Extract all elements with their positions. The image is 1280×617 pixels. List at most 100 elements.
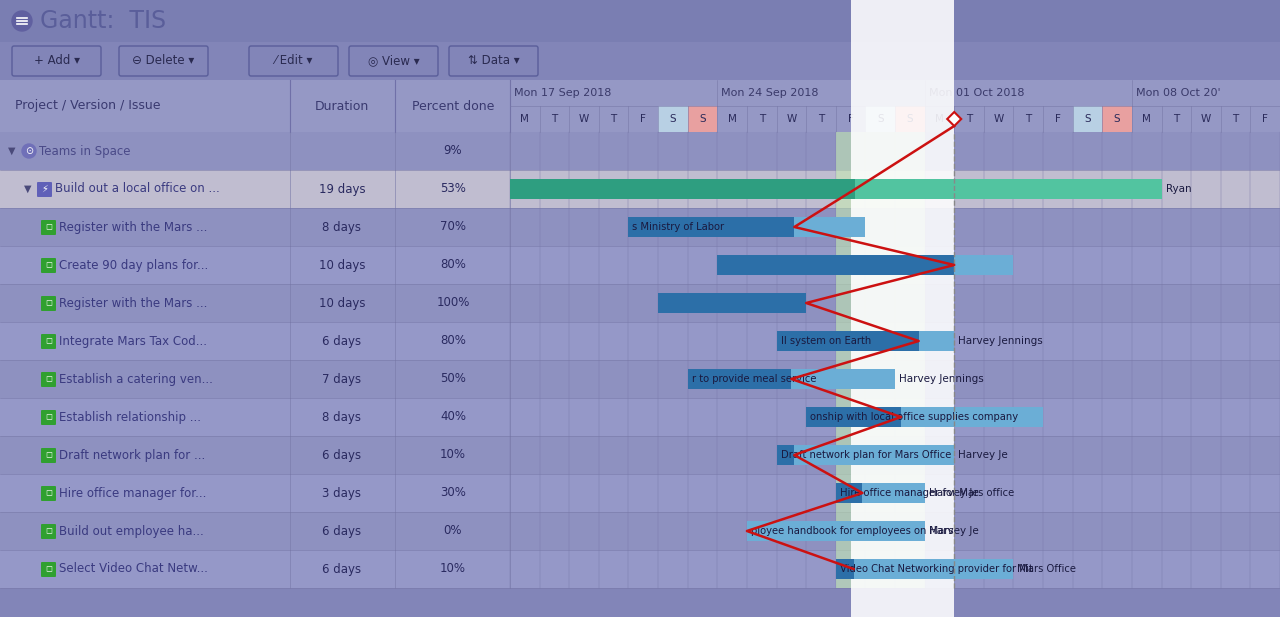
Text: Mon 01 Oct 2018: Mon 01 Oct 2018 [928, 88, 1024, 98]
Text: 100%: 100% [436, 297, 470, 310]
FancyBboxPatch shape [628, 106, 658, 132]
FancyBboxPatch shape [1132, 106, 1161, 132]
Text: T: T [1174, 114, 1179, 124]
Text: S: S [699, 114, 705, 124]
FancyBboxPatch shape [1102, 106, 1132, 132]
Text: W: W [993, 114, 1004, 124]
Text: ◻: ◻ [45, 489, 52, 497]
Text: 10%: 10% [440, 563, 466, 576]
FancyBboxPatch shape [540, 106, 570, 132]
FancyBboxPatch shape [41, 486, 56, 501]
Text: F: F [1055, 114, 1061, 124]
Circle shape [12, 11, 32, 31]
FancyBboxPatch shape [41, 372, 56, 387]
FancyBboxPatch shape [509, 80, 1280, 588]
FancyBboxPatch shape [628, 217, 865, 237]
FancyBboxPatch shape [1192, 106, 1221, 132]
FancyBboxPatch shape [509, 80, 1280, 106]
Text: F: F [640, 114, 646, 124]
Text: ◻: ◻ [45, 565, 52, 573]
FancyBboxPatch shape [0, 474, 509, 512]
FancyBboxPatch shape [895, 132, 924, 588]
Text: ◻: ◻ [45, 375, 52, 384]
FancyBboxPatch shape [687, 369, 895, 389]
FancyBboxPatch shape [0, 246, 509, 284]
FancyBboxPatch shape [509, 170, 1280, 208]
Text: Harvey Je: Harvey Je [959, 450, 1007, 460]
FancyBboxPatch shape [748, 106, 777, 132]
FancyBboxPatch shape [0, 512, 509, 550]
Text: Ryan: Ryan [1166, 184, 1192, 194]
Text: 0%: 0% [444, 524, 462, 537]
FancyBboxPatch shape [836, 132, 865, 588]
Text: S: S [906, 114, 913, 124]
FancyBboxPatch shape [599, 106, 628, 132]
Text: Mon 08 Oct 20': Mon 08 Oct 20' [1135, 88, 1221, 98]
FancyBboxPatch shape [1221, 106, 1251, 132]
FancyBboxPatch shape [777, 445, 954, 465]
FancyBboxPatch shape [509, 179, 855, 199]
FancyBboxPatch shape [37, 182, 52, 197]
Text: Harvey Jennings: Harvey Jennings [959, 336, 1043, 346]
FancyBboxPatch shape [41, 448, 56, 463]
Text: S: S [877, 114, 883, 124]
Text: Teams in Space: Teams in Space [38, 144, 131, 157]
FancyBboxPatch shape [0, 80, 509, 132]
FancyBboxPatch shape [0, 322, 509, 360]
FancyBboxPatch shape [349, 46, 438, 76]
FancyBboxPatch shape [836, 483, 863, 503]
Text: Select Video Chat Netw...: Select Video Chat Netw... [59, 563, 207, 576]
FancyBboxPatch shape [509, 106, 540, 132]
FancyBboxPatch shape [806, 407, 1043, 427]
Text: T: T [552, 114, 558, 124]
Text: Draft network plan for ...: Draft network plan for ... [59, 449, 205, 462]
Text: W: W [786, 114, 796, 124]
FancyBboxPatch shape [250, 46, 338, 76]
Text: W: W [1201, 114, 1211, 124]
FancyBboxPatch shape [41, 258, 56, 273]
FancyBboxPatch shape [806, 106, 836, 132]
FancyBboxPatch shape [717, 106, 748, 132]
Text: + Add ▾: + Add ▾ [33, 54, 79, 67]
FancyBboxPatch shape [0, 170, 509, 208]
Text: S: S [1084, 114, 1091, 124]
Text: 70%: 70% [440, 220, 466, 233]
FancyBboxPatch shape [658, 293, 806, 313]
Text: 6 days: 6 days [323, 524, 361, 537]
FancyBboxPatch shape [41, 296, 56, 311]
Text: Harvey Jennings: Harvey Jennings [899, 374, 984, 384]
FancyBboxPatch shape [1251, 106, 1280, 132]
Text: 8 days: 8 days [323, 410, 361, 423]
FancyBboxPatch shape [687, 106, 717, 132]
Text: 6 days: 6 days [323, 334, 361, 347]
FancyBboxPatch shape [12, 46, 101, 76]
FancyBboxPatch shape [41, 562, 56, 577]
Text: ⁄ Edit ▾: ⁄ Edit ▾ [274, 54, 312, 67]
Text: T: T [1233, 114, 1239, 124]
FancyBboxPatch shape [449, 46, 538, 76]
FancyBboxPatch shape [836, 483, 924, 503]
Text: 6 days: 6 days [323, 449, 361, 462]
FancyBboxPatch shape [41, 220, 56, 235]
Text: Register with the Mars ...: Register with the Mars ... [59, 220, 207, 233]
FancyBboxPatch shape [570, 106, 599, 132]
FancyBboxPatch shape [41, 410, 56, 425]
Text: 80%: 80% [440, 334, 466, 347]
Text: s Ministry of Labor: s Ministry of Labor [632, 222, 724, 232]
FancyBboxPatch shape [777, 331, 919, 351]
FancyBboxPatch shape [984, 106, 1014, 132]
Text: M: M [934, 114, 943, 124]
FancyBboxPatch shape [41, 524, 56, 539]
Text: M: M [521, 114, 529, 124]
Text: 6 days: 6 days [323, 563, 361, 576]
Text: Build out a local office on ...: Build out a local office on ... [55, 183, 220, 196]
Text: T: T [759, 114, 765, 124]
Text: Percent done: Percent done [412, 99, 494, 112]
Text: W: W [579, 114, 589, 124]
FancyBboxPatch shape [1073, 106, 1102, 132]
FancyBboxPatch shape [509, 284, 1280, 322]
FancyBboxPatch shape [851, 0, 954, 617]
FancyBboxPatch shape [119, 46, 207, 76]
Text: ◻: ◻ [45, 450, 52, 460]
FancyBboxPatch shape [717, 255, 954, 275]
